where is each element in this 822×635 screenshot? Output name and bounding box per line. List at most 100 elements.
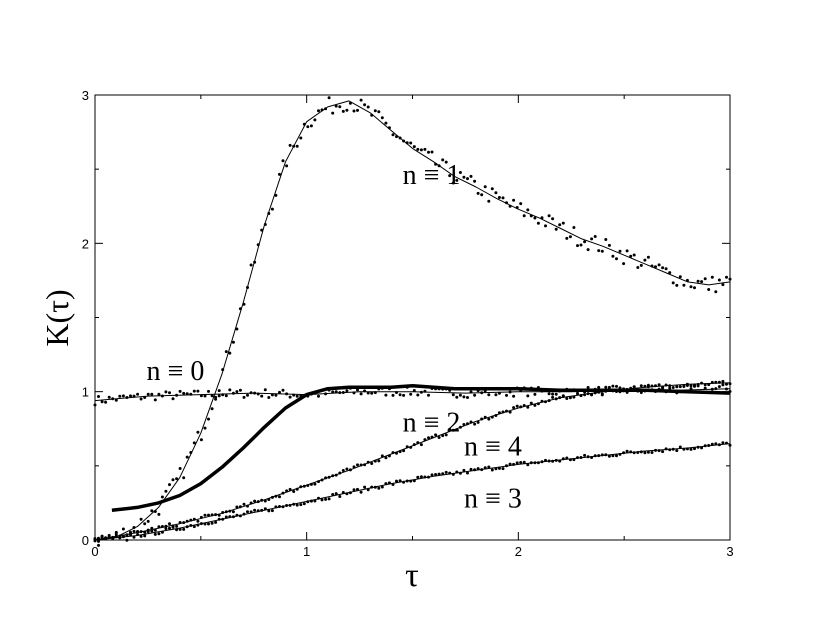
- series-4-point: [668, 384, 672, 388]
- series-1-point: [554, 227, 558, 231]
- series-4-point: [717, 380, 721, 384]
- series-1-point: [583, 240, 587, 244]
- series-4-point: [505, 409, 508, 413]
- series-1-point: [590, 237, 594, 241]
- series-4-point: [348, 468, 352, 472]
- series-4-point: [285, 489, 289, 493]
- series-1-point: [313, 118, 317, 122]
- series-1-point: [327, 96, 331, 100]
- series-3-point: [97, 539, 100, 543]
- series-3: [93, 441, 732, 543]
- series-3-point: [583, 453, 587, 457]
- series-4-point: [551, 395, 555, 399]
- series-4-point: [583, 390, 587, 394]
- series-3-point: [178, 527, 182, 531]
- series-3-point: [395, 479, 398, 483]
- series-4-point: [544, 400, 547, 404]
- series-1-point: [664, 267, 668, 271]
- series-4-point: [224, 510, 228, 514]
- series-4-point: [700, 381, 704, 385]
- series-1-point: [164, 489, 168, 493]
- curve-label: n ≡ 4: [464, 431, 522, 462]
- series-4-point: [721, 379, 725, 383]
- series-4-point: [146, 528, 150, 532]
- series-0-point: [526, 394, 530, 398]
- series-3-point: [348, 491, 352, 495]
- series-1-point: [611, 254, 615, 258]
- series-4-point: [576, 392, 579, 396]
- series-0-point: [359, 392, 363, 396]
- series-3-point: [515, 461, 519, 465]
- series-1-point: [192, 441, 196, 445]
- series-0-point: [721, 383, 725, 387]
- series-1-point: [150, 509, 154, 513]
- series-4-point: [646, 383, 650, 387]
- series-4-point: [317, 480, 320, 484]
- series-0-point: [508, 390, 512, 394]
- series-1-point: [480, 193, 484, 197]
- series-1-point: [185, 455, 189, 459]
- series-0-point: [192, 389, 196, 393]
- series-0-point: [611, 384, 615, 388]
- series-4-point: [412, 443, 416, 447]
- series-0-point: [366, 391, 370, 395]
- series-0-point: [466, 396, 469, 399]
- series-4-point: [536, 402, 540, 406]
- series-4-point: [263, 499, 267, 503]
- series-2: [111, 383, 731, 513]
- series-4-point: [710, 380, 714, 384]
- series-4-point: [508, 410, 512, 414]
- series-4-point: [182, 521, 186, 525]
- series-1-point: [703, 277, 707, 281]
- series-4-point: [661, 385, 665, 389]
- series-4-point: [380, 454, 384, 458]
- series-0-point: [153, 398, 157, 402]
- series-4: [93, 379, 732, 541]
- series-1-point: [242, 302, 246, 306]
- series-3-point: [320, 498, 324, 502]
- series-3-point: [519, 461, 523, 464]
- series-0-point: [402, 393, 406, 397]
- series-0-point: [238, 388, 242, 392]
- series-0-point: [373, 391, 377, 395]
- series-3-point: [650, 451, 654, 454]
- series-1-point: [466, 177, 469, 181]
- series-1-point: [270, 207, 274, 211]
- series-1-point: [157, 512, 161, 516]
- series-4-point: [473, 422, 477, 426]
- series-3-point: [476, 467, 480, 471]
- x-tick-label: 3: [726, 544, 733, 559]
- series-3-point: [434, 473, 438, 476]
- series-4-point: [629, 388, 633, 392]
- series-4-point: [97, 536, 100, 540]
- series-3-point: [618, 452, 622, 456]
- series-1-point: [281, 159, 285, 163]
- series-0-point: [292, 393, 296, 397]
- series-4-point: [118, 536, 122, 540]
- series-4-point: [512, 406, 516, 410]
- series-3-point: [423, 475, 427, 479]
- series-4-point: [696, 383, 700, 386]
- series-1-point: [437, 164, 441, 168]
- series-4-point: [93, 537, 97, 541]
- series-4-point: [458, 425, 462, 429]
- series-4-point: [199, 515, 203, 519]
- series-4-point: [189, 518, 193, 522]
- series-3-point: [529, 461, 533, 465]
- series-1-point: [675, 283, 679, 287]
- series-4-point: [703, 383, 707, 387]
- series-3-point: [558, 459, 562, 463]
- series-0-point: [267, 396, 271, 399]
- series-3-point: [586, 455, 590, 459]
- series-3-point: [409, 479, 413, 483]
- series-3-point: [458, 471, 462, 475]
- series-1-point: [412, 145, 416, 149]
- series-0-point: [725, 387, 728, 391]
- series-4-point: [480, 417, 484, 421]
- series-1-point: [458, 171, 462, 174]
- series-3-point: [153, 532, 157, 536]
- series-4-point: [171, 524, 175, 528]
- series-4-point: [345, 467, 349, 471]
- series-0-point: [458, 393, 462, 397]
- series-4-point: [366, 460, 370, 464]
